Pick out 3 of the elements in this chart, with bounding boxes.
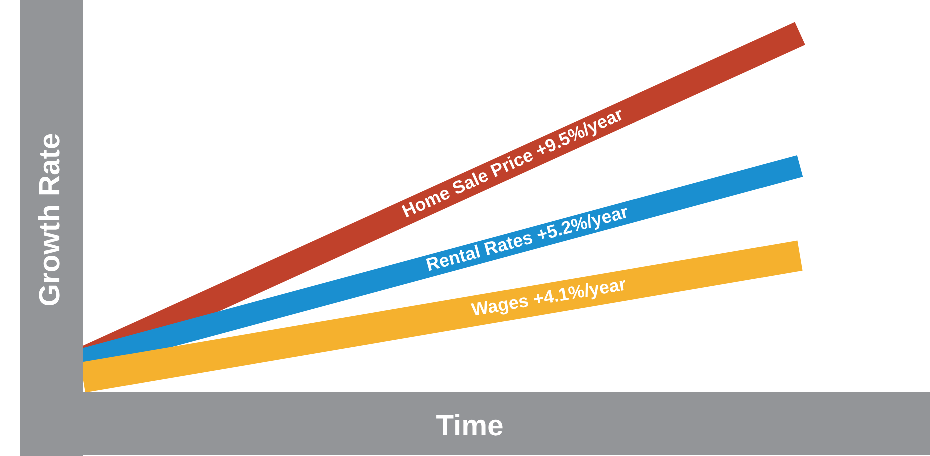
text: Wages +4.1%/year	[470, 277, 628, 320]
y-axis-title: Growth Rate	[38, 134, 60, 306]
x-axis-title: Time	[436, 414, 503, 436]
